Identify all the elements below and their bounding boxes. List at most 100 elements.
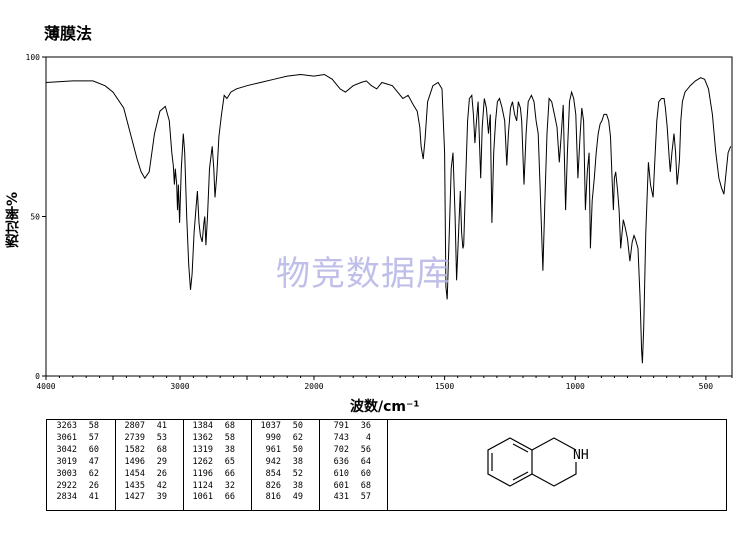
- peak-row: 1496 29: [115, 457, 183, 469]
- peak-row: 791 36: [319, 421, 387, 433]
- peak-row: 2807 41: [115, 421, 183, 433]
- transmittance-trace: [45, 73, 732, 364]
- peak-transmittance: 36: [360, 421, 371, 431]
- peak-row: 743 4: [319, 433, 387, 445]
- peak-wavenumber: 1582: [124, 444, 145, 455]
- peak-row: 1384 68: [183, 421, 251, 433]
- peak-column: 791 36 743 4 702 56 636 64 610 60 601 68 431 57: [319, 420, 388, 511]
- x-tick-label: 4000: [36, 382, 55, 391]
- peak-row: 1262 65: [183, 457, 251, 469]
- peak-row: 3019 47: [47, 457, 115, 469]
- peak-transmittance: 65: [224, 456, 235, 467]
- peak-transmittance: 50: [292, 444, 303, 455]
- peak-transmittance: 42: [156, 480, 167, 491]
- peak-wavenumber: 702: [333, 444, 349, 455]
- peak-transmittance: 26: [88, 480, 99, 491]
- peak-wavenumber: 961: [265, 444, 281, 455]
- peak-row: 1582 68: [115, 445, 183, 457]
- benzene-ring: [487, 437, 533, 487]
- plot-frame: [45, 56, 733, 377]
- peak-wavenumber: 1037: [260, 421, 281, 431]
- aromatic-bond: [512, 443, 529, 453]
- peak-transmittance: 68: [224, 421, 235, 431]
- x-ticks: 4000 3000 2000 1500 1000 500: [36, 376, 733, 391]
- peak-transmittance: 57: [88, 432, 99, 443]
- peak-wavenumber: 1061: [192, 492, 213, 503]
- peak-wavenumber: 2739: [124, 432, 145, 443]
- y-tick-label: 50: [30, 213, 40, 222]
- y-tick-label: 100: [26, 53, 41, 62]
- peak-transmittance: 68: [156, 444, 167, 455]
- peak-transmittance: 39: [156, 492, 167, 503]
- peak-column: 1037 50 990 62 961 50 942 38 854 52 826 38 816 49: [251, 420, 320, 511]
- peak-wavenumber: 1262: [192, 456, 213, 467]
- peak-wavenumber: 1496: [124, 456, 145, 467]
- peak-row: 1061 66: [183, 492, 251, 504]
- peak-row: 1427 39: [115, 492, 183, 504]
- peak-wavenumber: 3003: [56, 468, 77, 479]
- peak-transmittance: 29: [156, 456, 167, 467]
- peak-row: 1319 38: [183, 445, 251, 457]
- peak-transmittance: 62: [292, 432, 303, 443]
- peak-row: 990 62: [251, 433, 319, 445]
- peak-transmittance: 49: [292, 492, 303, 503]
- peak-wavenumber: 1454: [124, 468, 145, 479]
- peak-row: 3263 58: [47, 421, 115, 433]
- peak-row: 1362 58: [183, 433, 251, 445]
- peak-row: 1435 42: [115, 481, 183, 493]
- peak-row: 826 38: [251, 481, 319, 493]
- peak-wavenumber: 743: [333, 432, 349, 443]
- peak-row: 3003 62: [47, 469, 115, 481]
- y-tick-label: 0: [35, 372, 40, 381]
- peak-wavenumber: 3042: [56, 444, 77, 455]
- peak-wavenumber: 1124: [192, 480, 213, 491]
- peak-row: 816 49: [251, 492, 319, 504]
- peak-column: 3263 58 3061 57 3042 60 3019 47 3003 62 2922 26 2834…: [47, 420, 116, 511]
- peak-row: 702 56: [319, 445, 387, 457]
- x-axis-label: 波数/cm⁻¹: [350, 399, 420, 415]
- peak-column: 2807 41 2739 53 1582 68 1496 29 1454 26 1435 42 1427…: [115, 420, 184, 511]
- peak-transmittance: 52: [292, 468, 303, 479]
- peak-transmittance: 60: [88, 444, 99, 455]
- peak-wavenumber: 2922: [56, 480, 77, 491]
- peak-transmittance: 64: [360, 456, 371, 467]
- peak-transmittance: 38: [292, 456, 303, 467]
- peak-wavenumber: 1384: [192, 421, 213, 431]
- peak-transmittance: 4: [365, 432, 371, 443]
- peak-wavenumber: 1435: [124, 480, 145, 491]
- peak-wavenumber: 854: [265, 468, 281, 479]
- peak-wavenumber: 942: [265, 456, 281, 467]
- peak-wavenumber: 1196: [192, 468, 213, 479]
- peak-wavenumber: 2807: [124, 421, 145, 431]
- x-tick-label: 500: [699, 382, 714, 391]
- peak-row: 1037 50: [251, 421, 319, 433]
- peak-transmittance: 60: [360, 468, 371, 479]
- peak-transmittance: 57: [360, 492, 371, 503]
- peak-row: 3061 57: [47, 433, 115, 445]
- peak-wavenumber: 3019: [56, 456, 77, 467]
- ir-spectrum-chart: 0 50 100 4000 3000 2000 1500 1000 500: [26, 53, 733, 391]
- x-tick-label: 3000: [170, 382, 189, 391]
- peak-row: 3042 60: [47, 445, 115, 457]
- nh-label: NH: [573, 448, 589, 463]
- x-tick-label: 2000: [304, 382, 323, 391]
- peak-row: 854 52: [251, 469, 319, 481]
- page-title: 薄膜法: [44, 24, 93, 43]
- peak-row: 2834 41: [47, 492, 115, 504]
- x-tick-label: 1500: [435, 382, 454, 391]
- peak-wavenumber: 610: [333, 468, 349, 479]
- peak-transmittance: 38: [224, 444, 235, 455]
- molecule-structure: NH: [487, 437, 589, 487]
- piperidine-ring: [531, 437, 577, 451]
- peak-transmittance: 66: [224, 492, 235, 503]
- peak-row: 601 68: [319, 481, 387, 493]
- peak-row: 942 38: [251, 457, 319, 469]
- peak-wavenumber: 636: [333, 456, 349, 467]
- peak-transmittance: 58: [224, 432, 235, 443]
- y-ticks: 0 50 100: [26, 53, 46, 381]
- peak-wavenumber: 601: [333, 480, 349, 491]
- peak-transmittance: 41: [88, 492, 99, 503]
- peak-row: 1124 32: [183, 481, 251, 493]
- peak-table: 3263 58 3061 57 3042 60 3019 47 3003 62 2922 26 2834…: [46, 419, 727, 511]
